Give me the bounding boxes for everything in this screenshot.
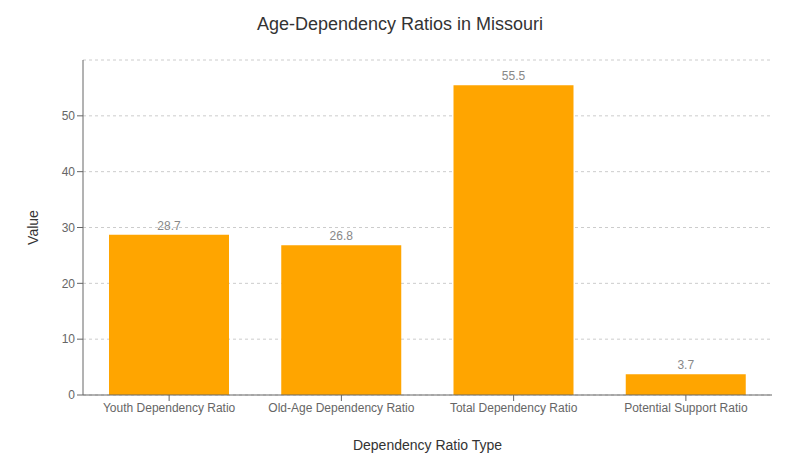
- svg-text:30: 30: [62, 221, 76, 235]
- svg-text:Value: Value: [25, 210, 41, 245]
- svg-text:10: 10: [62, 332, 76, 346]
- svg-text:Youth Dependency Ratio: Youth Dependency Ratio: [103, 401, 236, 415]
- html-text:Age-Dependency Ratios in Misso: Age-Dependency Ratios in Missouri: [256, 14, 544, 34]
- svg-text:Dependency Ratio Type: Dependency Ratio Type: [353, 437, 502, 453]
- svg-text:26.8: 26.8: [330, 229, 354, 243]
- svg-text:28.7: 28.7: [157, 219, 181, 233]
- svg-text:3.7: 3.7: [677, 358, 694, 372]
- svg-text:40: 40: [62, 165, 76, 179]
- svg-text:20: 20: [62, 277, 76, 291]
- svg-text:Potential Support Ratio: Potential Support Ratio: [624, 401, 748, 415]
- svg-text:55.5: 55.5: [502, 69, 526, 83]
- svg-text:Total Dependency Ratio: Total Dependency Ratio: [450, 401, 578, 415]
- svg-text:Old-Age Dependency Ratio: Old-Age Dependency Ratio: [268, 401, 414, 415]
- svg-text:0: 0: [68, 388, 75, 402]
- svg-text:50: 50: [62, 109, 76, 123]
